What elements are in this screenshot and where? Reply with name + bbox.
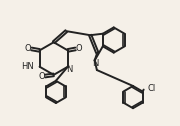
Text: Cl: Cl (148, 84, 156, 93)
Text: O: O (25, 44, 32, 53)
Text: N: N (66, 66, 73, 74)
Text: O: O (75, 44, 82, 53)
Text: HN: HN (21, 62, 34, 71)
Text: O: O (39, 72, 45, 81)
Text: N: N (92, 59, 99, 68)
